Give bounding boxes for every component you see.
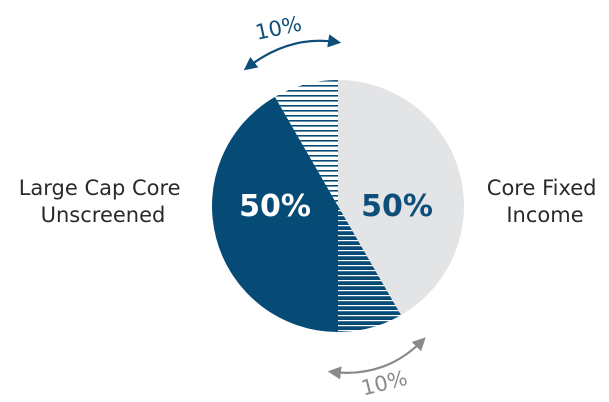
bottom-shift-arrow	[327, 337, 426, 380]
right-label-line-1: Core Fixed	[487, 176, 597, 200]
slice-core-fixed-income	[338, 79, 465, 316]
shift-band-top	[275, 80, 338, 206]
slice-label-core-fixed-income: 50%	[361, 189, 433, 224]
slice-large-cap-core-unscreened	[211, 96, 338, 332]
right-label-line-2: Income	[506, 203, 583, 227]
right-side-label: Core Fixed Income	[487, 176, 603, 227]
shift-band-bottom	[338, 206, 401, 332]
slice-label-large-cap: 50%	[239, 189, 311, 224]
left-label-line-2: Unscreened	[41, 203, 166, 227]
left-label-line-1: Large Cap Core	[19, 176, 181, 200]
top-shift-label: 10%	[253, 12, 304, 45]
left-side-label: Large Cap Core Unscreened	[19, 176, 188, 227]
top-shift-arrow	[243, 34, 342, 71]
